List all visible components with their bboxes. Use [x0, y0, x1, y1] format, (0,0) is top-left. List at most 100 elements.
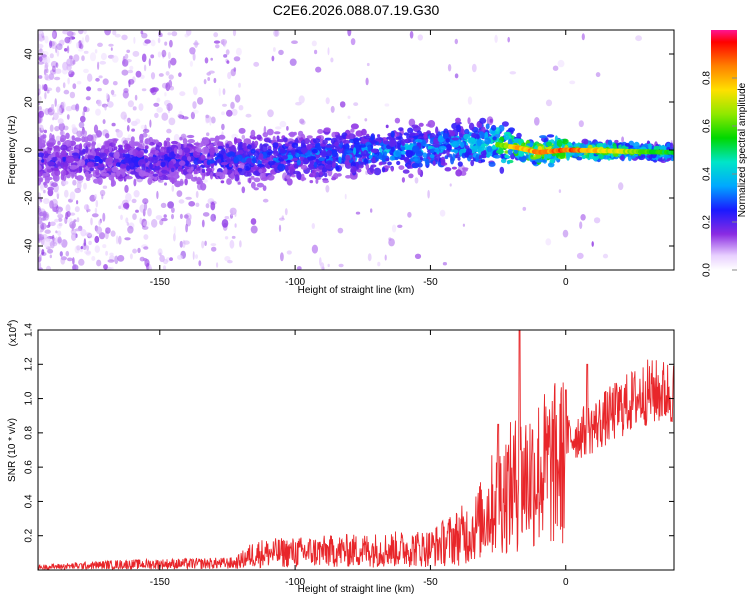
ridge-blob: [112, 138, 118, 144]
ridge-blob: [451, 166, 457, 170]
ridge-blob: [405, 149, 414, 158]
x-tick-label: -100: [285, 577, 305, 588]
noise-blob: [409, 31, 414, 39]
noise-blob: [171, 185, 175, 192]
noise-blob: [38, 216, 43, 225]
noise-blob: [213, 32, 219, 38]
noise-blob: [578, 120, 584, 128]
ridge-blob: [186, 168, 192, 173]
noise-blob: [56, 193, 60, 199]
noise-blob: [250, 218, 257, 225]
ridge-blob: [246, 138, 252, 146]
ridge-blob: [516, 132, 522, 138]
noise-blob: [70, 212, 76, 216]
noise-blob: [279, 217, 285, 221]
noise-blob: [38, 199, 41, 205]
noise-blob: [65, 106, 73, 112]
ridge-blob: [480, 159, 486, 163]
ridge-blob: [190, 166, 194, 171]
ridge-blob: [57, 161, 61, 167]
noise-blob: [593, 217, 601, 224]
noise-blob: [534, 117, 540, 126]
noise-blob: [101, 193, 104, 200]
noise-blob: [618, 182, 624, 191]
ridge-blob: [209, 171, 214, 180]
colorbar-label: Normalized spectral amplitude: [737, 82, 748, 217]
ridge-blob: [71, 135, 75, 141]
noise-blob: [213, 40, 221, 44]
noise-blob: [111, 266, 114, 270]
ridge-blob: [455, 169, 463, 177]
noise-blob: [299, 118, 305, 124]
noise-blob: [49, 254, 52, 259]
noise-blob: [78, 121, 85, 129]
y-tick-label: 0.6: [24, 460, 35, 474]
ridge-blob: [299, 137, 304, 141]
ridge-blob: [378, 162, 383, 166]
ridge-blob: [62, 156, 66, 162]
noise-blob: [182, 239, 186, 248]
ridge-blob: [657, 158, 665, 162]
noise-blob: [161, 217, 168, 222]
noise-blob: [98, 75, 103, 79]
ridge-blob: [85, 145, 89, 154]
ridge-blob: [60, 144, 68, 151]
ridge-blob: [47, 161, 55, 166]
ridge-blob: [263, 160, 269, 163]
y-tick-label: 1.2: [24, 357, 35, 371]
ridge-blob: [648, 143, 652, 151]
noise-blob: [105, 92, 109, 100]
noise-blob: [215, 44, 220, 49]
ridge-blob: [117, 144, 123, 148]
ridge-blob: [254, 140, 259, 147]
noise-blob: [454, 73, 459, 79]
noise-blob: [142, 198, 149, 205]
ridge-blob: [434, 148, 440, 153]
noise-blob: [127, 69, 134, 74]
noise-blob: [71, 222, 74, 232]
noise-blob: [173, 225, 177, 235]
ridge-blob: [201, 175, 205, 181]
noise-blob: [62, 82, 66, 89]
noise-blob: [75, 103, 80, 112]
ridge-blob: [262, 132, 269, 138]
noise-blob: [280, 252, 284, 262]
noise-blob: [84, 250, 92, 255]
noise-blob: [234, 94, 241, 103]
noise-blob: [325, 97, 330, 105]
noise-blob: [218, 87, 221, 97]
ridge-blob: [207, 159, 215, 164]
ridge-blob: [78, 165, 83, 173]
ridge-blob: [539, 135, 547, 139]
ridge-blob: [81, 136, 86, 143]
ridge-blob: [217, 145, 224, 150]
noise-blob: [286, 250, 292, 255]
noise-blob: [183, 240, 190, 245]
noise-blob: [80, 246, 84, 250]
noise-blob: [144, 39, 151, 44]
noise-blob: [62, 30, 69, 35]
noise-blob: [197, 97, 204, 105]
ridge-blob: [86, 161, 95, 168]
noise-blob: [388, 237, 392, 241]
ridge-blob: [239, 163, 245, 170]
noise-blob: [153, 102, 160, 107]
ridge-blob: [418, 122, 424, 127]
ridge-blob: [197, 178, 203, 182]
noise-blob: [141, 225, 149, 230]
noise-blob: [350, 38, 356, 46]
ridge-blob: [135, 151, 144, 158]
noise-blob: [156, 190, 159, 200]
noise-blob: [97, 61, 100, 70]
ridge-blob: [429, 154, 435, 159]
noise-blob: [66, 211, 71, 217]
ridge-blob: [370, 140, 378, 144]
ridge-blob: [357, 164, 364, 169]
noise-blob: [134, 94, 138, 101]
ridge-blob: [105, 157, 113, 166]
noise-blob: [98, 232, 106, 240]
noise-blob: [57, 118, 64, 125]
ridge-blob: [291, 174, 296, 178]
noise-blob: [230, 68, 236, 77]
noise-blob: [151, 218, 158, 228]
